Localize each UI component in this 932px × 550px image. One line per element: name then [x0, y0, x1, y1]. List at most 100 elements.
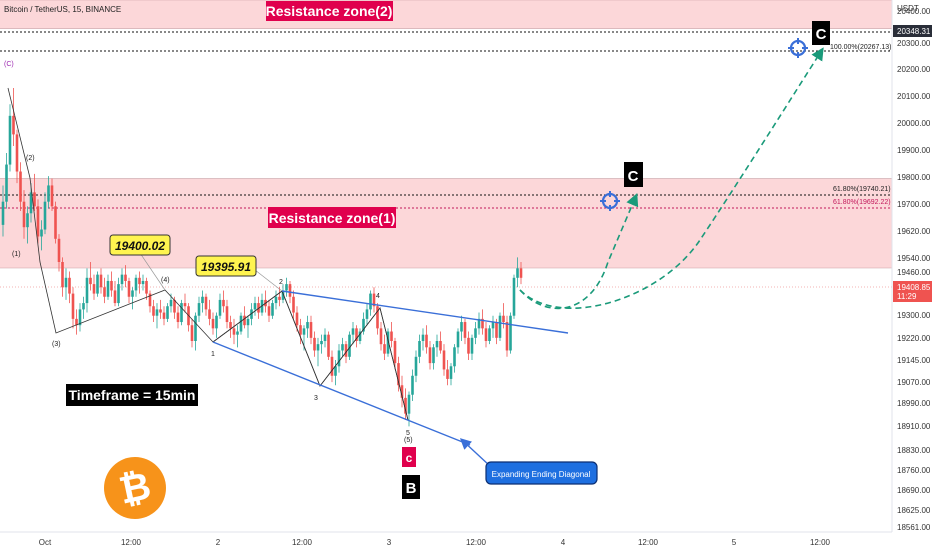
letter-label-c-small[interactable]: c [402, 447, 416, 467]
price-tick-label: 18830.00 [897, 446, 931, 455]
candle-body [204, 296, 208, 310]
time-tick-label: 12:00 [292, 538, 313, 547]
projection-path-long [519, 47, 824, 310]
diagonal-lower-trendline[interactable] [212, 341, 471, 446]
zone-label-2[interactable]: Resistance zone(2) [266, 1, 393, 21]
zone-label-1[interactable]: Resistance zone(1) [268, 207, 396, 228]
candle-body [61, 262, 64, 288]
wave-label-minor-5: 5 [406, 430, 410, 437]
candle-body [292, 296, 295, 313]
candle-body [498, 315, 502, 338]
candle-body [257, 303, 260, 313]
candle-body [512, 277, 516, 316]
target-icon[interactable] [788, 38, 808, 58]
candle-body [106, 280, 110, 297]
zone-label-1-text: Resistance zone(1) [269, 210, 396, 226]
letter-label-b-text: B [406, 480, 417, 497]
price-axis[interactable]: USDT 20400.00 20300.00 20200.00 20100.00 200… [891, 0, 932, 550]
letter-label-b[interactable]: B [402, 475, 420, 499]
candle-body [400, 385, 404, 398]
price-tick-label: 18910.00 [897, 422, 931, 431]
candle-body [215, 315, 218, 329]
price-tick-label: 18561.00 [897, 523, 931, 532]
candle-body [78, 309, 82, 326]
wave-line-minor [212, 290, 409, 421]
price-tick-label: 19145.00 [897, 356, 931, 365]
candle-body [299, 325, 302, 335]
price-tick-label: 19900.00 [897, 146, 931, 155]
candle-body [211, 318, 215, 329]
time-tick-label: 5 [732, 538, 737, 547]
candle-body [208, 309, 211, 319]
candle-body [225, 306, 229, 323]
wave-label-3: (3) [52, 341, 61, 348]
fib-label-100: 100.00%(20267.13) [830, 44, 892, 51]
price-callout-1[interactable]: 19400.02 [109, 234, 171, 256]
candle-body [148, 293, 152, 307]
candle-body [327, 334, 330, 357]
price-badge-last-text: 19408.85 [897, 283, 931, 292]
candle-body [411, 375, 414, 395]
candle-body [190, 325, 194, 341]
candle-body [351, 328, 355, 335]
candle-body [509, 315, 512, 351]
time-tick-label: 12:00 [121, 538, 142, 547]
letter-label-c-top[interactable]: C [812, 21, 830, 45]
candle-body [253, 303, 257, 310]
candle-body [229, 322, 232, 329]
candle-body [330, 356, 334, 376]
wave-label-5: (5) [404, 437, 413, 444]
candle-body [127, 280, 131, 297]
elliott-wave-drawings[interactable] [7, 47, 824, 467]
letter-label-c-mid[interactable]: C [624, 162, 643, 187]
wave-labels: (C) (2) (1) (3) (4) (5) 1 2 3 4 5 [4, 61, 413, 444]
price-tick-label: 19800.00 [897, 173, 931, 182]
price-tick-label: 18625.00 [897, 506, 931, 515]
letter-label-c-top-text: C [816, 26, 827, 43]
wave-label-minor-1: 1 [211, 351, 215, 358]
candle-body [267, 306, 271, 316]
candle-body [519, 268, 523, 278]
candle-body [355, 328, 358, 341]
candle-body [50, 185, 54, 207]
fib-label-618-a: 61.80%(19740.21) [833, 186, 891, 193]
candle-body [306, 322, 309, 329]
candle-body [390, 331, 393, 341]
time-tick-label: 12:00 [810, 538, 831, 547]
target-icon[interactable] [600, 191, 620, 211]
candle-body [516, 268, 519, 278]
candle-body [379, 328, 383, 345]
candle-body [36, 206, 40, 237]
price-tick-label: 19700.00 [897, 200, 931, 209]
candle-body [64, 277, 68, 288]
price-tick-label: 19460.00 [897, 268, 931, 277]
candle-body [309, 322, 313, 338]
price-tick-label: 19540.00 [897, 254, 931, 263]
candle-body [243, 315, 246, 326]
candle-body [456, 331, 460, 348]
time-tick-label: 4 [561, 538, 566, 547]
candle-body [432, 347, 435, 364]
candle-body [393, 341, 397, 364]
candle-body [232, 328, 236, 335]
candle-body [362, 318, 365, 332]
candle-body [418, 341, 421, 357]
time-axis[interactable]: Oct 12:00 2 12:00 3 12:00 4 12:00 5 12:00 [0, 531, 892, 550]
candle-body [302, 328, 306, 335]
bitcoin-logo-icon: ₿ [104, 457, 166, 519]
price-tick-label: 19070.00 [897, 378, 931, 387]
wave-label-minor-2: 2 [279, 279, 283, 286]
candle-body [134, 277, 138, 291]
candle-body [295, 312, 299, 326]
candle-body [344, 344, 348, 357]
candle-body [439, 341, 442, 351]
pattern-callout[interactable]: Expanding Ending Diagonal [485, 461, 598, 485]
candle-body [463, 322, 467, 338]
callout-leader-1 [139, 252, 166, 291]
candle-body [138, 277, 141, 285]
price-callout-2[interactable]: 19395.91 [195, 255, 257, 277]
price-badge-resistance-text: 20348.31 [897, 27, 931, 36]
diagonal-upper-trendline[interactable] [281, 290, 569, 334]
letter-label-c-mid-text: C [628, 168, 639, 185]
